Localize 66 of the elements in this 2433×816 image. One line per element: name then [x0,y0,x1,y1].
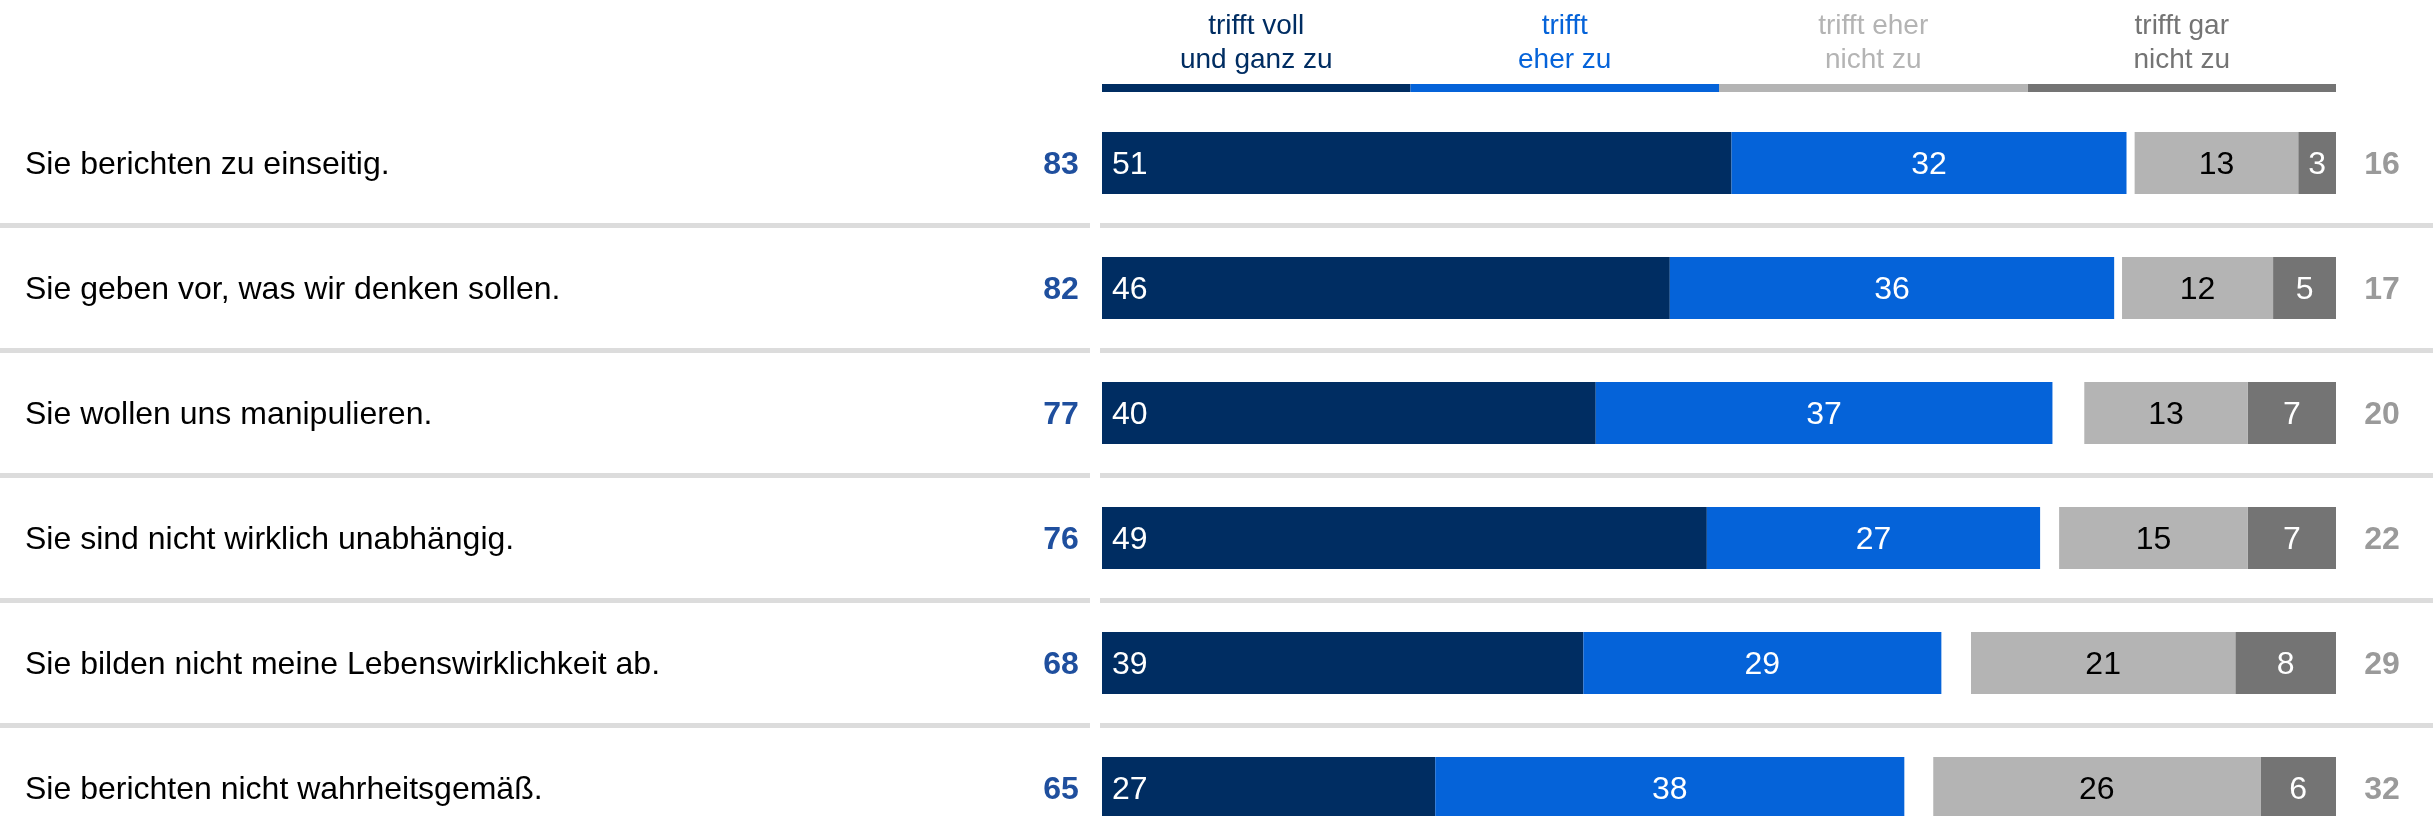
data-label: 6 [2289,770,2308,807]
text: trifft eher nicht zu [1818,9,1929,74]
total-label: 22 [2364,520,2400,557]
data-label: 12 [2179,270,2216,307]
data-label: 21 [2085,645,2121,682]
y-tick-label: Sie berichten zu einseitig. [25,145,390,182]
text: trifft gar nicht zu [2133,9,2230,74]
data-label: 26 [2079,770,2115,807]
bar [1595,382,2053,444]
data-label: 13 [2198,145,2235,182]
total-label: 76 [1043,520,1079,557]
bar [1102,132,1732,194]
bar [2134,132,2299,194]
bar [2235,632,2336,694]
total-label: 77 [1043,395,1079,432]
data-label: 46 [1112,270,1148,307]
text: trifft eher zu [1518,9,1612,74]
y-tick-label: Sie sind nicht wirklich unabhängig. [25,520,515,557]
bar [2247,507,2336,569]
bar [1583,632,1942,694]
data-label: 5 [2295,270,2314,307]
bar [1706,507,2041,569]
bar [2247,382,2336,444]
bar [1102,507,1707,569]
data-label: 38 [1652,770,1688,807]
data-label: 51 [1112,145,1148,182]
data-label: 32 [1911,145,1947,182]
bar [1102,382,1596,444]
bar [1669,257,2115,319]
total-label: 83 [1043,145,1079,182]
data-label: 39 [1112,645,1148,682]
data-label: 8 [2276,645,2295,682]
bar [1102,632,1584,694]
data-label: 7 [2283,520,2301,557]
total-label: 20 [2364,395,2400,432]
total-label: 29 [2364,645,2400,682]
total-label: 32 [2364,770,2400,807]
y-tick-label: Sie geben vor, was wir denken sollen. [25,270,561,307]
data-label: 27 [1855,520,1892,557]
total-label: 17 [2364,270,2400,307]
text: trifft voll und ganz zu [1179,9,1333,74]
data-label: 37 [1806,395,1842,432]
total-label: 16 [2364,145,2400,182]
data-label: 3 [2308,145,2327,182]
bar [1102,257,1670,319]
total-label: 65 [1043,770,1079,807]
data-label: 13 [2148,395,2184,432]
y-tick-label: Sie wollen uns manipulieren. [25,395,433,432]
y-tick-label: Sie berichten nicht wahrheitsgemäß. [25,770,543,807]
bar [2273,257,2336,319]
y-tick-label: Sie bilden nicht meine Lebenswirklichkeit ab. [25,645,661,682]
total-label: 82 [1043,270,1079,307]
bar [1731,132,2127,194]
bar [2122,257,2274,319]
data-label: 40 [1112,395,1148,432]
data-label: 7 [2283,395,2301,432]
data-label: 49 [1112,520,1148,557]
bar [1971,632,2236,694]
data-label: 27 [1112,770,1148,807]
data-label: 29 [1744,645,1781,682]
bar [2084,382,2248,444]
bar [2059,507,2248,569]
bar [2298,132,2336,194]
data-label: 36 [1874,270,1910,307]
total-label: 68 [1043,645,1079,682]
data-label: 15 [2135,520,2172,557]
